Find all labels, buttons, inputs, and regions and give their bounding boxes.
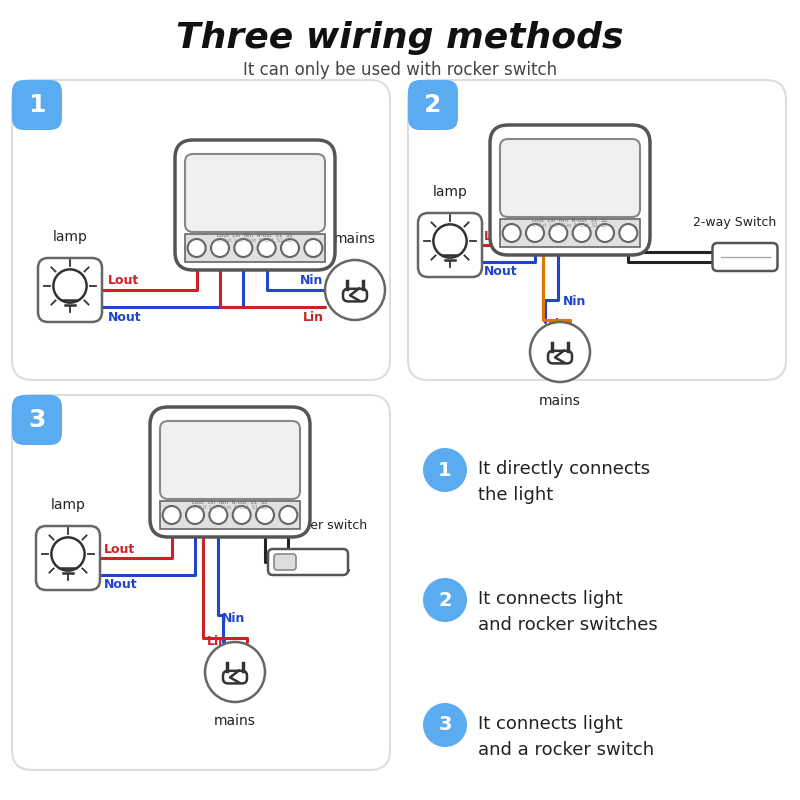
FancyBboxPatch shape [175, 140, 335, 270]
Text: mains: mains [334, 232, 376, 246]
Circle shape [423, 703, 467, 747]
Text: 2-way Switch: 2-way Switch [694, 216, 777, 229]
Text: It can only be used with rocker switch: It can only be used with rocker switch [243, 61, 557, 79]
Text: 2: 2 [438, 590, 452, 610]
Text: Lin: Lin [548, 318, 569, 331]
FancyBboxPatch shape [160, 421, 300, 499]
Text: lamp: lamp [433, 185, 467, 199]
Text: Lin: Lin [207, 635, 228, 648]
Text: It directly connects
the light: It directly connects the light [478, 460, 650, 504]
FancyBboxPatch shape [185, 234, 325, 262]
Text: Lout: Lout [104, 543, 135, 556]
Circle shape [256, 506, 274, 524]
Text: Lin: Lin [303, 311, 324, 324]
Circle shape [234, 239, 252, 257]
Text: Lout: Lout [108, 274, 139, 287]
Circle shape [162, 506, 181, 524]
Text: Nin: Nin [300, 274, 323, 287]
Text: lamp: lamp [53, 230, 87, 244]
Text: Nout: Nout [484, 265, 518, 278]
Circle shape [502, 224, 521, 242]
FancyBboxPatch shape [185, 154, 325, 232]
Text: Lout  Lin  Nin  N-out  S1  S2: Lout Lin Nin N-out S1 S2 [217, 233, 293, 238]
Circle shape [186, 506, 204, 524]
FancyBboxPatch shape [12, 395, 62, 445]
Circle shape [211, 239, 229, 257]
Text: L-Out  L-in  N-in  N-Out  S1  S2: L-Out L-in N-in N-Out S1 S2 [533, 223, 607, 228]
Text: It connects light
and rocker switches: It connects light and rocker switches [478, 590, 658, 634]
FancyBboxPatch shape [160, 501, 300, 529]
FancyBboxPatch shape [12, 80, 390, 380]
Text: 1: 1 [28, 93, 46, 117]
FancyBboxPatch shape [12, 80, 62, 130]
FancyBboxPatch shape [12, 395, 390, 770]
Circle shape [526, 224, 544, 242]
Text: mains: mains [214, 714, 256, 728]
Text: Nout: Nout [108, 311, 142, 324]
FancyBboxPatch shape [418, 213, 482, 277]
Text: It connects light
and a rocker switch: It connects light and a rocker switch [478, 715, 654, 759]
Circle shape [304, 239, 322, 257]
Circle shape [188, 239, 206, 257]
Text: Nin: Nin [563, 295, 586, 308]
Circle shape [423, 448, 467, 492]
Text: 3: 3 [438, 715, 452, 734]
FancyBboxPatch shape [408, 80, 786, 380]
Circle shape [279, 506, 298, 524]
FancyBboxPatch shape [500, 139, 640, 217]
FancyBboxPatch shape [274, 554, 296, 570]
FancyBboxPatch shape [713, 243, 778, 271]
FancyBboxPatch shape [490, 125, 650, 255]
Text: 1: 1 [438, 461, 452, 479]
Text: L-Out  L-in  N-in  N-Out  S1  S2: L-Out L-in N-in N-Out S1 S2 [218, 238, 292, 243]
Text: Nin: Nin [222, 612, 246, 625]
Text: rocker switch: rocker switch [285, 519, 367, 532]
Text: 3: 3 [28, 408, 46, 432]
Text: L-Out  L-in  N-in  N-Out  S1  S2: L-Out L-in N-in N-Out S1 S2 [193, 505, 267, 510]
Text: Lout: Lout [484, 230, 515, 243]
Circle shape [573, 224, 590, 242]
Text: Lout  Lin  Nin  N-out  S1  S2: Lout Lin Nin N-out S1 S2 [532, 218, 608, 223]
Circle shape [233, 506, 250, 524]
Circle shape [325, 260, 385, 320]
Circle shape [258, 239, 276, 257]
Circle shape [210, 506, 227, 524]
Circle shape [596, 224, 614, 242]
FancyBboxPatch shape [150, 407, 310, 537]
Circle shape [423, 578, 467, 622]
FancyBboxPatch shape [36, 526, 100, 590]
FancyBboxPatch shape [268, 549, 348, 575]
Circle shape [281, 239, 299, 257]
FancyBboxPatch shape [500, 219, 640, 247]
Text: Three wiring methods: Three wiring methods [176, 21, 624, 55]
Circle shape [619, 224, 638, 242]
Circle shape [530, 322, 590, 382]
Text: 2: 2 [424, 93, 442, 117]
FancyBboxPatch shape [408, 80, 458, 130]
Text: lamp: lamp [50, 498, 86, 512]
Text: Lout  Lin  Nin  N-out  S1  S2: Lout Lin Nin N-out S1 S2 [192, 500, 268, 505]
FancyBboxPatch shape [38, 258, 102, 322]
Text: mains: mains [539, 394, 581, 408]
Circle shape [205, 642, 265, 702]
Text: Nout: Nout [104, 578, 138, 591]
Circle shape [550, 224, 567, 242]
